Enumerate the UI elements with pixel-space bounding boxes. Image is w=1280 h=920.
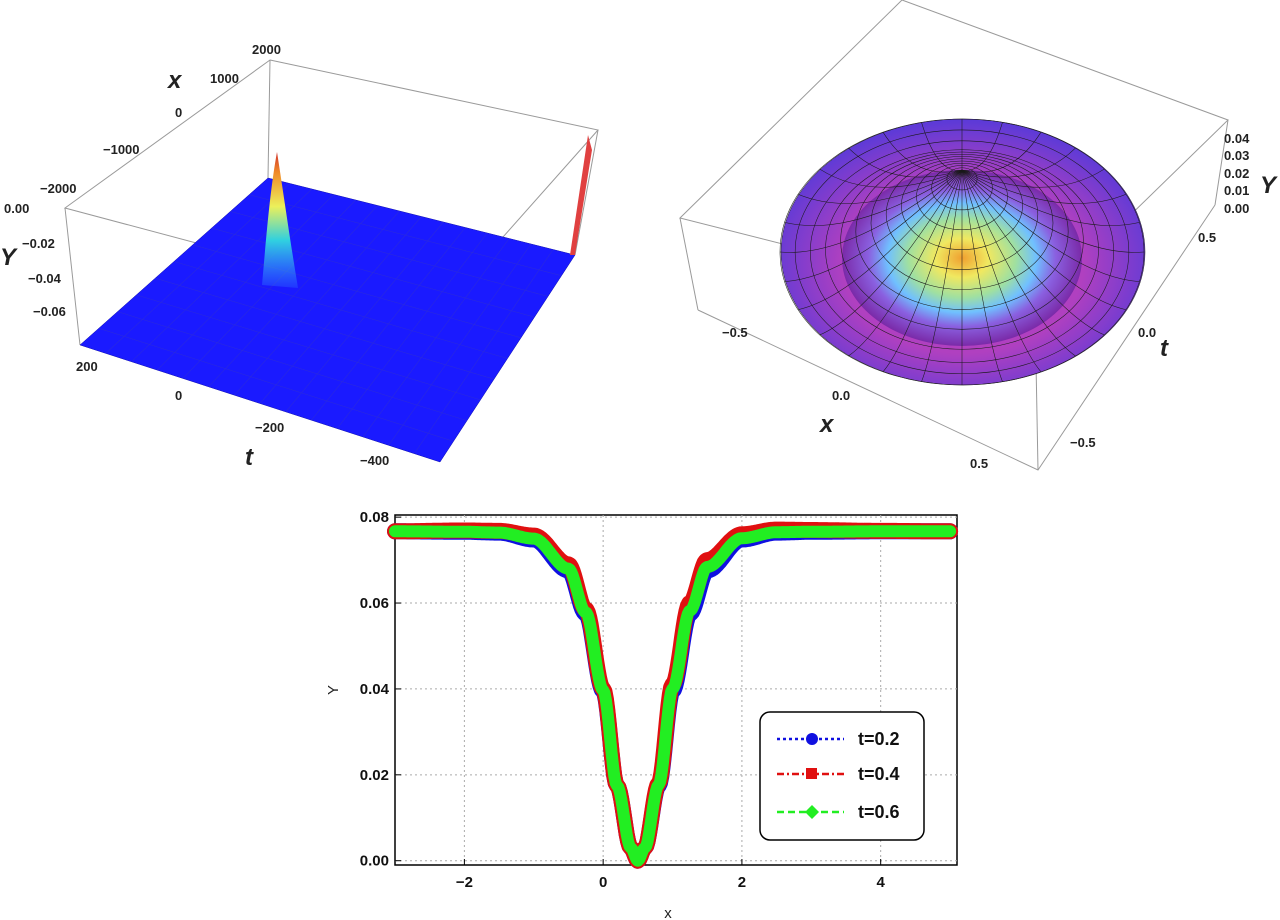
t-axis-label-2: t — [1160, 335, 1169, 362]
y-axis-label-1: Y — [0, 244, 18, 271]
flat-surface — [79, 177, 576, 463]
svg-text:0.0: 0.0 — [832, 388, 850, 403]
svg-text:0.00: 0.00 — [1224, 201, 1249, 216]
series-line-t06 — [389, 525, 957, 867]
line-chart: −2 0 2 4 0.00 0.02 0.04 0.06 0.08 x Y t=0.2 t=0… — [325, 509, 959, 920]
svg-text:1000: 1000 — [210, 71, 239, 86]
svg-text:0.02: 0.02 — [1224, 166, 1249, 181]
x-axis-label: x — [664, 905, 672, 920]
y-axis-label-2: Y — [1260, 172, 1278, 199]
diamond-marker-icon — [805, 805, 819, 819]
t-ticks-1: 200 0 −200 −400 — [76, 359, 389, 468]
dome-mesh — [779, 118, 1145, 386]
svg-text:−0.5: −0.5 — [722, 325, 748, 340]
legend-item-t02: t=0.2 — [777, 729, 900, 749]
legend-item-t06: t=0.6 — [777, 802, 900, 822]
svg-text:−0.02: −0.02 — [22, 236, 55, 251]
y-ticks-1: 0.00 −0.02 −0.04 −0.06 — [4, 201, 66, 319]
svg-text:−0.06: −0.06 — [33, 304, 66, 319]
svg-text:0.0: 0.0 — [1138, 325, 1156, 340]
surface-spike — [262, 152, 298, 288]
x-axis-label-2: x — [818, 411, 835, 438]
series-layer — [387, 521, 959, 869]
legend-item-t04: t=0.4 — [777, 764, 900, 784]
svg-text:0: 0 — [175, 388, 182, 403]
circle-marker-icon — [806, 733, 818, 745]
svg-text:−2000: −2000 — [40, 181, 77, 196]
y-tick-label: 0.02 — [360, 767, 389, 784]
x-tick-label: −2 — [456, 874, 473, 891]
y-ticks: 0.00 0.02 0.04 0.06 0.08 — [360, 509, 401, 870]
svg-text:t=0.4: t=0.4 — [858, 764, 900, 784]
x-tick-label: 4 — [877, 874, 886, 891]
svg-text:0.5: 0.5 — [970, 456, 988, 471]
svg-text:2000: 2000 — [252, 42, 281, 57]
x-ticks-1: 2000 1000 0 −1000 −2000 — [40, 42, 281, 196]
svg-text:0.00: 0.00 — [4, 201, 29, 216]
svg-text:−0.04: −0.04 — [28, 271, 62, 286]
svg-text:−400: −400 — [360, 453, 389, 468]
x-tick-label: 2 — [738, 874, 746, 891]
y-tick-label: 0.04 — [360, 681, 390, 698]
legend: t=0.2 t=0.4 t=0.6 — [759, 711, 925, 841]
y-tick-label: 0.00 — [360, 853, 389, 870]
svg-text:−0.5: −0.5 — [1070, 435, 1096, 450]
svg-text:200: 200 — [76, 359, 98, 374]
svg-text:t=0.2: t=0.2 — [858, 729, 900, 749]
svg-text:t=0.6: t=0.6 — [858, 802, 900, 822]
x-ticks-2: −0.5 0.0 0.5 — [722, 325, 988, 471]
x-ticks: −2 0 2 4 — [456, 859, 886, 891]
x-tick-label: 0 — [599, 874, 607, 891]
svg-text:0.04: 0.04 — [1224, 131, 1250, 146]
square-marker-icon — [806, 768, 817, 779]
svg-text:0.5: 0.5 — [1198, 230, 1216, 245]
x-axis-label-1: x — [166, 67, 183, 94]
surface-edge-spike — [570, 135, 592, 255]
t-ticks-2: 0.5 0.0 −0.5 — [1070, 230, 1216, 450]
surface-grid — [98, 183, 562, 454]
surface-plot-1: 2000 1000 0 −1000 −2000 x 0.00 −0.02 −0.… — [0, 42, 599, 471]
y-ticks-2: 0.04 0.03 0.02 0.01 0.00 — [1224, 131, 1250, 216]
svg-text:−200: −200 — [255, 420, 284, 435]
y-tick-label: 0.06 — [360, 595, 389, 612]
svg-text:0: 0 — [175, 105, 182, 120]
y-axis-label: Y — [325, 685, 342, 695]
svg-text:−1000: −1000 — [103, 142, 140, 157]
svg-text:0.03: 0.03 — [1224, 148, 1249, 163]
surface-plot-2: 0.04 0.03 0.02 0.01 0.00 Y 0.5 0.0 −0.5 … — [679, 0, 1278, 471]
svg-text:0.01: 0.01 — [1224, 183, 1249, 198]
y-tick-label: 0.08 — [360, 509, 389, 526]
t-axis-label-1: t — [245, 444, 254, 471]
